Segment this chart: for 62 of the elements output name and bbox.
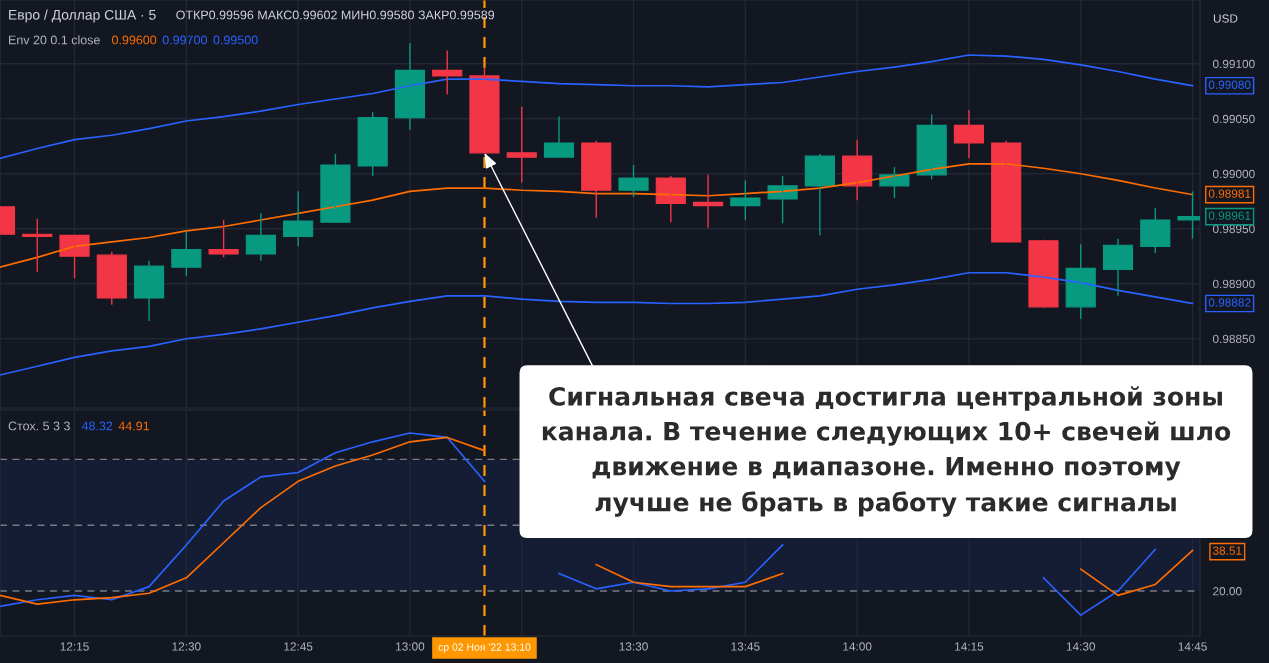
annotation: 0.99600 xyxy=(112,35,157,45)
y-axis-title: USD xyxy=(1213,14,1238,23)
candlestick xyxy=(1065,243,1096,320)
annotation: Сигнальная свеча достигла центральной зоны канала. В течение следующих 10+ свечей шло движение в диапазоне. Именно поэтому лучше не брать в работу такие сигналы xyxy=(542,386,1231,517)
text: 0.98961 xyxy=(1208,211,1251,220)
x-tick-label: 14:00 xyxy=(843,642,872,651)
y-tick-label: 0.98900 xyxy=(1212,279,1255,289)
candlestick xyxy=(133,259,165,322)
candlestick xyxy=(991,140,1022,243)
line-series xyxy=(0,163,1194,269)
candlestick xyxy=(432,49,463,96)
candlestick xyxy=(245,212,276,262)
candlestick xyxy=(543,115,575,158)
candlestick xyxy=(506,105,537,184)
y-tick-label: 38.51 xyxy=(1212,546,1242,555)
candlestick xyxy=(469,66,500,154)
x-tick-label: 12:45 xyxy=(284,642,313,651)
text: ОТКР0.99596 МАКС0.99602 МИН0.99580 ЗАКР0.99589 xyxy=(176,10,495,20)
candlestick xyxy=(320,153,351,223)
x-tick-label: 12:30 xyxy=(172,642,201,651)
text: Евро / Доллар США · 5 xyxy=(9,9,156,23)
candlestick xyxy=(1102,237,1134,297)
y-tick-label: 0.98950 xyxy=(1212,224,1255,234)
annotation: 44.91 xyxy=(118,421,150,431)
y-tick-label: 0.99000 xyxy=(1212,169,1255,179)
y-tick-label: 0.99100 xyxy=(1212,59,1255,69)
candlestick xyxy=(581,140,612,219)
x-tick-label: 14:15 xyxy=(955,642,984,651)
candlestick xyxy=(59,234,90,279)
y-tick-label: 20.00 xyxy=(1213,587,1242,596)
candlestick xyxy=(879,166,910,199)
candlestick xyxy=(916,113,947,180)
data-label: 0.99080 xyxy=(1208,80,1251,89)
x-tick-label: 14:45 xyxy=(1178,642,1207,651)
data-label: 0.98981 xyxy=(1208,189,1251,198)
candlestick xyxy=(730,179,761,221)
candlestick xyxy=(953,109,985,160)
annotation: 0.99500 xyxy=(213,35,258,45)
annotation: Env 20 0.1 close xyxy=(9,35,100,45)
candlestick xyxy=(804,153,835,237)
data-label: 0.98882 xyxy=(1208,298,1251,307)
line-series xyxy=(0,54,1194,160)
y-tick-label: 0.98850 xyxy=(1212,334,1255,344)
candlestick xyxy=(96,251,127,306)
candlestick xyxy=(171,230,202,277)
candlestick xyxy=(283,190,314,248)
y-tick-label: 0.99050 xyxy=(1212,114,1255,124)
ref-line-label: ср 02 Ноя '22 13:10 xyxy=(438,643,531,653)
x-tick-label: 13:30 xyxy=(619,642,648,651)
candlestick xyxy=(618,164,649,198)
candlestick xyxy=(357,111,388,177)
x-tick-label: 12:15 xyxy=(60,642,89,651)
line-series xyxy=(0,271,1194,376)
annotation: 48.32 xyxy=(81,421,113,431)
candlestick xyxy=(208,219,239,259)
x-tick-label: 14:30 xyxy=(1066,642,1096,651)
x-tick-label: 13:00 xyxy=(396,642,425,651)
annotation: 0.99700 xyxy=(162,35,207,45)
candlestick xyxy=(1028,239,1059,309)
x-tick-label: 13:45 xyxy=(731,642,760,651)
candlestick xyxy=(1140,207,1171,254)
annotation: Стох. 5 3 3 xyxy=(8,421,70,431)
